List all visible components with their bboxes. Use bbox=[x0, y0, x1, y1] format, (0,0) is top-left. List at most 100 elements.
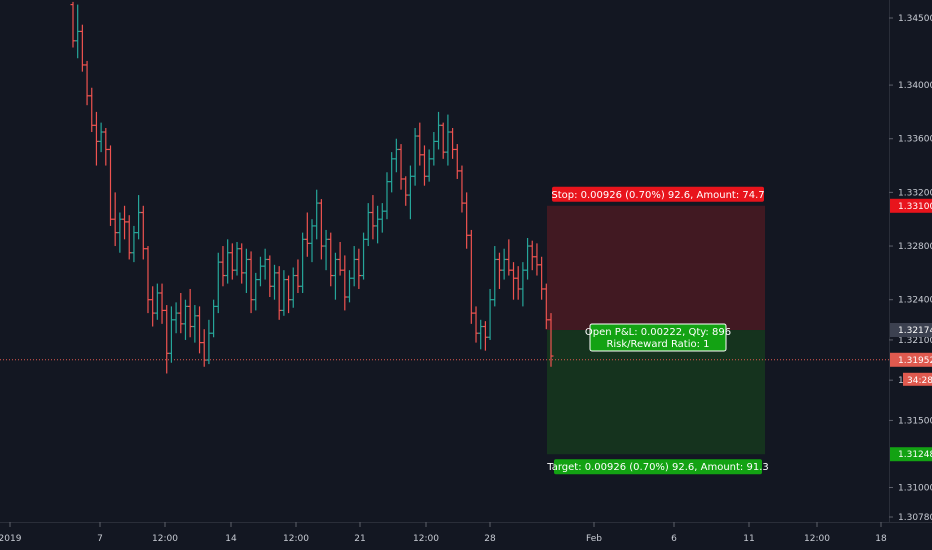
ohlc-bar bbox=[426, 149, 432, 182]
ohlc-bar bbox=[300, 232, 306, 293]
ohlc-bar bbox=[281, 270, 287, 316]
countdown-badge-text: 34:28 bbox=[907, 376, 932, 386]
entry-price-badge-text: 1.32174 bbox=[898, 326, 932, 336]
time-tick-label: 12:00 bbox=[283, 534, 309, 544]
ohlc-bar bbox=[511, 262, 517, 300]
price-tick-label: 1.30780 bbox=[898, 513, 932, 523]
entry-price-badge bbox=[890, 323, 932, 338]
ohlc-bar bbox=[112, 192, 118, 247]
ohlc-bar bbox=[140, 205, 146, 260]
ohlc-bar bbox=[459, 165, 465, 213]
ohlc-bar bbox=[520, 262, 526, 307]
ohlc-bar bbox=[122, 205, 128, 240]
ohlc-bar bbox=[253, 272, 259, 311]
ohlc-bar bbox=[492, 246, 498, 307]
ohlc-bar bbox=[286, 275, 292, 314]
ohlc-bar bbox=[187, 288, 193, 338]
target-label-text: Target: 0.00926 (0.70%) 92.6, Amount: 91… bbox=[546, 462, 769, 473]
ohlc-bar bbox=[314, 189, 320, 240]
time-tick-label: 14 bbox=[225, 534, 237, 544]
ohlc-bar bbox=[145, 246, 151, 314]
target-price-badge bbox=[890, 447, 932, 462]
ohlc-bar bbox=[496, 252, 502, 289]
time-tick-label: 12:00 bbox=[804, 534, 830, 544]
time-tick-label: 28 bbox=[484, 534, 496, 544]
ohlc-bar bbox=[421, 145, 427, 186]
ohlc-bar bbox=[178, 292, 184, 334]
pnl-text: Open P&L: 0.00222, Qty: 896 bbox=[585, 327, 731, 338]
price-tick-label: 1.34500 bbox=[898, 14, 932, 24]
price-tick-label: 1.32400 bbox=[898, 296, 932, 306]
ohlc-bar bbox=[332, 252, 338, 300]
risk-reward-text: Risk/Reward Ratio: 1 bbox=[606, 339, 709, 350]
ohlc-bar bbox=[197, 306, 203, 354]
ohlc-bar bbox=[534, 243, 540, 276]
ohlc-bar bbox=[487, 288, 493, 340]
ohlc-bar bbox=[262, 248, 268, 280]
price-axis-badges: 1.33100 1.32174 1.31952 34:28 1.31248 bbox=[890, 198, 932, 462]
price-tick-label: 1.33600 bbox=[898, 135, 932, 145]
ohlc-bar bbox=[342, 255, 348, 311]
time-tick-label: Feb bbox=[586, 534, 602, 544]
stop-price-badge-text: 1.33100 bbox=[898, 202, 932, 212]
ohlc-bar bbox=[468, 229, 474, 324]
ohlc-bar bbox=[370, 195, 376, 240]
ohlc-bar bbox=[412, 127, 418, 186]
ohlc-bar bbox=[407, 165, 413, 220]
time-tick-label: 18 bbox=[875, 534, 887, 544]
ohlc-bar bbox=[117, 212, 123, 253]
ohlc-bar bbox=[454, 144, 460, 179]
ohlc-bar bbox=[389, 152, 395, 193]
ohlc-bar bbox=[257, 256, 263, 287]
ohlc-bar bbox=[93, 111, 99, 166]
stop-price-badge bbox=[890, 198, 932, 213]
ohlc-bar bbox=[365, 203, 371, 247]
ohlc-bar bbox=[525, 237, 531, 280]
ohlc-bar bbox=[173, 302, 179, 334]
ohlc-bar bbox=[276, 266, 282, 320]
ohlc-bar bbox=[351, 246, 357, 287]
ohlc-bar bbox=[182, 299, 188, 340]
ohlc-bar bbox=[248, 251, 254, 314]
ohlc-bar bbox=[272, 264, 278, 300]
ohlc-bar bbox=[506, 239, 512, 276]
ohlc-bar bbox=[89, 87, 95, 133]
ohlc-bar bbox=[384, 172, 390, 220]
ohlc-bar bbox=[318, 199, 324, 260]
ohlc-bar bbox=[136, 195, 142, 240]
ohlc-bar bbox=[103, 127, 109, 166]
target-label[interactable]: Target: 0.00926 (0.70%) 92.6, Amount: 91… bbox=[546, 459, 769, 475]
ohlc-bar bbox=[267, 255, 273, 298]
ohlc-bars bbox=[70, 1, 554, 374]
ohlc-bar bbox=[515, 266, 521, 300]
time-tick-label: 2019 bbox=[0, 534, 22, 544]
ohlc-bar bbox=[229, 243, 235, 280]
ohlc-bar bbox=[436, 111, 442, 150]
time-tick-label: 7 bbox=[97, 534, 103, 544]
ohlc-bar bbox=[98, 122, 104, 153]
ohlc-bar bbox=[323, 229, 329, 271]
time-tick-label: 11 bbox=[743, 534, 754, 544]
target-price-badge-text: 1.31248 bbox=[898, 450, 932, 460]
ohlc-bar bbox=[239, 243, 245, 284]
time-tick-label: 21 bbox=[354, 534, 365, 544]
ohlc-bar bbox=[84, 60, 90, 106]
ohlc-bar bbox=[290, 267, 296, 308]
ohlc-bar bbox=[539, 256, 545, 300]
current-price-badge bbox=[890, 352, 932, 367]
ohlc-bar bbox=[501, 248, 507, 280]
time-axis[interactable]: 2019 7 12:00 14 12:00 21 12:00 28 Feb 6 11 12:00 18 bbox=[0, 522, 887, 544]
ohlc-bar bbox=[445, 114, 451, 166]
ohlc-bar bbox=[417, 122, 423, 166]
ohlc-bar bbox=[164, 305, 170, 374]
ohlc-bar bbox=[478, 319, 484, 350]
ohlc-bar bbox=[206, 319, 212, 365]
ohlc-bar bbox=[529, 240, 535, 271]
stop-label[interactable]: Stop: 0.00926 (0.70%) 92.6, Amount: 74.7 bbox=[551, 186, 765, 202]
ohlc-bar bbox=[440, 122, 446, 159]
pnl-label[interactable]: Open P&L: 0.00222, Qty: 896 Risk/Reward … bbox=[585, 323, 731, 352]
stop-zone[interactable] bbox=[547, 205, 765, 331]
time-tick-label: 6 bbox=[671, 534, 677, 544]
ohlc-bar bbox=[361, 232, 367, 280]
